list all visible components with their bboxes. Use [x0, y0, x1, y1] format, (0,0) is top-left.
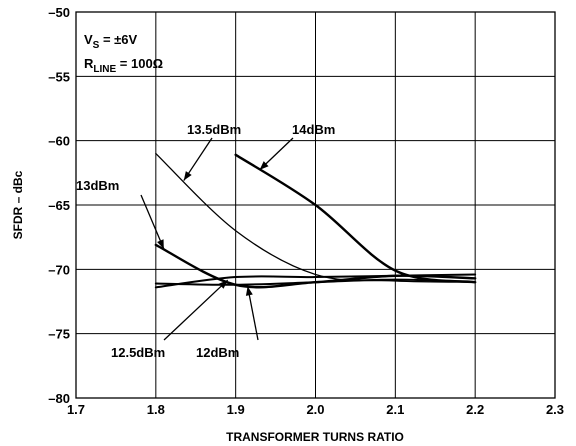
- series-line-14dbm: [234, 153, 477, 284]
- series-line-12dbm: [154, 278, 477, 286]
- annotation-12dbm: 12dBm: [196, 345, 239, 360]
- annotation-12-5dbm: 12.5dBm: [111, 345, 165, 360]
- annotation-14dbm: 14dBm: [292, 122, 335, 137]
- tick-labels: 1.7 1.8 1.9 2.0 2.1 2.2 2.3 –50 –55 –60 –65 –70 –75 –…: [48, 5, 564, 417]
- series-line-12-5dbm: [154, 273, 477, 289]
- supply-voltage-label: VS = ±6V: [84, 32, 138, 51]
- x-tick-label: 2.0: [306, 402, 324, 417]
- arrow-13-5dbm: [183, 137, 213, 181]
- x-tick-label: 1.9: [227, 402, 245, 417]
- arrow-12-5dbm: [163, 279, 229, 341]
- annotation-13dbm: 13dBm: [76, 178, 119, 193]
- arrow-14dbm: [259, 137, 294, 171]
- y-tick-label: –55: [48, 69, 70, 84]
- annotation-13-5dbm: 13.5dBm: [187, 122, 241, 137]
- y-tick-label: –75: [48, 327, 70, 342]
- x-tick-label: 1.8: [147, 402, 165, 417]
- series-layer: [154, 152, 477, 289]
- x-tick-label: 2.1: [386, 402, 404, 417]
- y-tick-label: –80: [48, 391, 70, 406]
- grid: [76, 12, 555, 398]
- arrow-13dbm: [140, 194, 165, 250]
- plot-frame: [75, 11, 556, 399]
- y-tick-label: –60: [48, 134, 70, 149]
- arrow-12dbm: [245, 286, 259, 341]
- x-tick-label: 1.7: [67, 402, 85, 417]
- y-tick-label: –50: [48, 5, 70, 20]
- y-axis-title: SFDR – dBc: [11, 170, 25, 239]
- series-line-13-5dbm: [155, 152, 476, 283]
- callout-arrows: [140, 137, 294, 341]
- y-tick-label: –65: [48, 198, 70, 213]
- line-resistance-label: RLINE = 100Ω: [84, 56, 163, 75]
- x-tick-label: 2.3: [546, 402, 564, 417]
- x-axis-title: TRANSFORMER TURNS RATIO: [226, 430, 404, 444]
- x-tick-label: 2.2: [466, 402, 484, 417]
- y-tick-label: –70: [48, 262, 70, 277]
